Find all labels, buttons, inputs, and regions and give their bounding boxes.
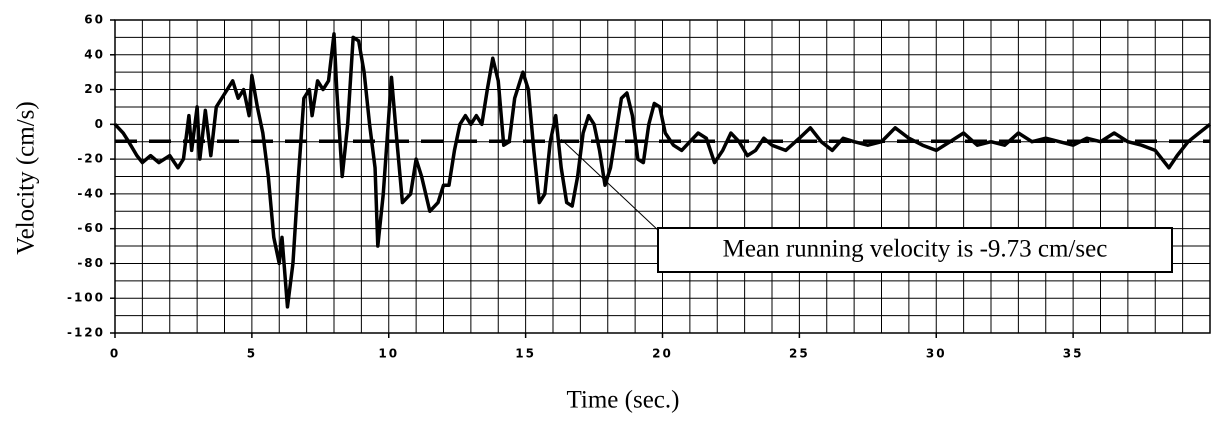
y-tick-label: -20: [77, 152, 105, 166]
y-tick-label: 60: [84, 13, 105, 27]
x-tick-label: 5: [247, 347, 257, 361]
x-tick-label: 25: [789, 347, 810, 361]
x-tick-label: 30: [926, 347, 947, 361]
y-tick-label: 40: [84, 47, 105, 61]
y-axis-title: Velocity (cm/s): [13, 101, 40, 254]
annotation-box: [657, 227, 1173, 273]
y-tick-label: -40: [77, 186, 105, 200]
y-tick-label: 20: [84, 82, 105, 96]
y-tick-label: -80: [77, 256, 105, 270]
x-axis-title: Time (sec.): [567, 387, 680, 414]
x-tick-label: 0: [110, 347, 120, 361]
y-tick-label: 0: [95, 117, 105, 131]
annotation-text: Mean running velocity is -9.73 cm/sec: [723, 236, 1108, 263]
velocity-line: [113, 32, 1212, 309]
y-tick-label: -60: [77, 221, 105, 235]
y-tick-label: -120: [67, 326, 105, 340]
y-tick-label: -100: [67, 291, 105, 305]
plot-frame: [114, 19, 1211, 334]
x-tick-label: 10: [378, 347, 399, 361]
x-tick-label: 15: [515, 347, 536, 361]
x-tick-label: 35: [1063, 347, 1084, 361]
annotation-leader: [560, 138, 661, 233]
x-tick-label: 20: [652, 347, 673, 361]
